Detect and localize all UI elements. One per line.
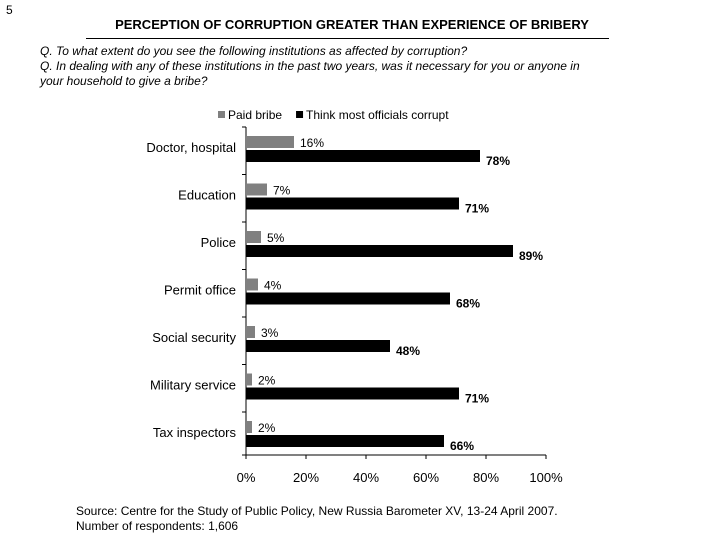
bar-paid-bribe — [246, 421, 252, 433]
bar-think-corrupt — [246, 435, 444, 447]
x-tick-label: 60% — [413, 470, 439, 485]
data-label-think-corrupt: 71% — [465, 202, 489, 216]
bar-paid-bribe — [246, 136, 294, 148]
data-label-paid-bribe: 3% — [261, 326, 279, 340]
data-label-think-corrupt: 78% — [486, 154, 510, 168]
bar-paid-bribe — [246, 231, 261, 243]
x-tick-label: 100% — [529, 470, 563, 485]
data-label-paid-bribe: 5% — [267, 231, 285, 245]
legend-label-0: Paid bribe — [228, 108, 282, 122]
source-line: Source: Centre for the Study of Public P… — [76, 504, 696, 519]
data-label-paid-bribe: 2% — [258, 421, 276, 435]
source-note: Source: Centre for the Study of Public P… — [76, 504, 696, 534]
data-label-paid-bribe: 2% — [258, 374, 276, 388]
category-label: Military service — [150, 378, 236, 393]
data-label-paid-bribe: 16% — [300, 136, 324, 150]
legend-swatch-0 — [218, 111, 225, 118]
x-tick-label: 20% — [293, 470, 319, 485]
respondents-line: Number of respondents: 1,606 — [76, 519, 696, 534]
data-label-think-corrupt: 48% — [396, 344, 420, 358]
bar-paid-bribe — [246, 326, 255, 338]
bar-paid-bribe — [246, 279, 258, 291]
category-label: Social security — [152, 330, 236, 345]
category-label: Police — [201, 235, 236, 250]
legend-swatch-1 — [296, 111, 303, 118]
bar-think-corrupt — [246, 293, 450, 305]
category-label: Education — [178, 188, 236, 203]
category-label: Permit office — [164, 283, 236, 298]
data-label-paid-bribe: 4% — [264, 279, 282, 293]
bar-paid-bribe — [246, 184, 267, 196]
data-label-think-corrupt: 66% — [450, 439, 474, 453]
bar-think-corrupt — [246, 198, 459, 210]
bar-paid-bribe — [246, 374, 252, 386]
data-label-paid-bribe: 7% — [273, 184, 291, 198]
x-tick-label: 0% — [237, 470, 256, 485]
legend-label-1: Think most officials corrupt — [306, 108, 449, 122]
bar-think-corrupt — [246, 340, 390, 352]
data-label-think-corrupt: 89% — [519, 249, 543, 263]
bar-think-corrupt — [246, 150, 480, 162]
x-tick-label: 80% — [473, 470, 499, 485]
bar-think-corrupt — [246, 245, 513, 257]
bar-think-corrupt — [246, 388, 459, 400]
category-label: Doctor, hospital — [146, 140, 236, 155]
data-label-think-corrupt: 71% — [465, 392, 489, 406]
x-tick-label: 40% — [353, 470, 379, 485]
data-label-think-corrupt: 68% — [456, 297, 480, 311]
category-label: Tax inspectors — [153, 425, 237, 440]
